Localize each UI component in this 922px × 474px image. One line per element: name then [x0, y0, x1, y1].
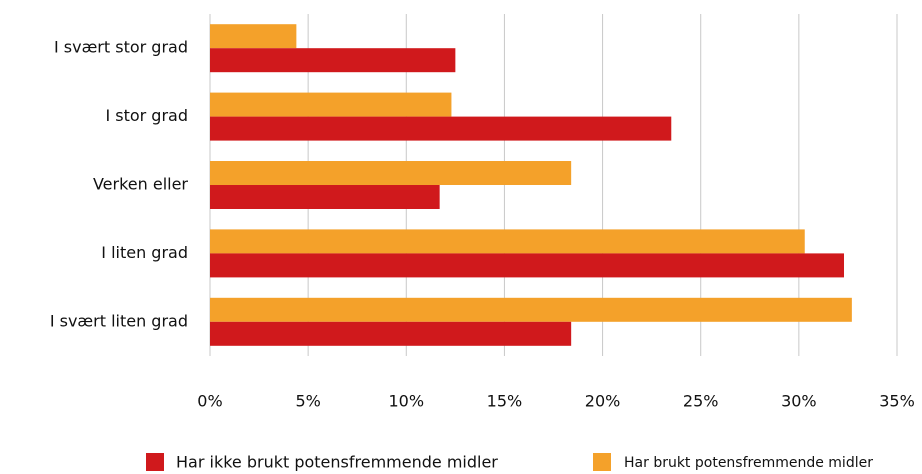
x-tick-label: 25%: [683, 392, 719, 411]
bar: [210, 229, 805, 254]
y-tick-label: I liten grad: [101, 243, 188, 262]
bar: [210, 321, 572, 346]
x-tick-label: 30%: [781, 392, 817, 411]
x-tick-label: 20%: [585, 392, 621, 411]
x-tick-label: 5%: [295, 392, 320, 411]
bar: [210, 253, 845, 278]
legend-label: Har brukt potensfremmende midler: [624, 455, 873, 471]
bar: [210, 48, 456, 73]
y-tick-label: Verken eller: [93, 175, 188, 194]
bar: [210, 92, 452, 117]
bar: [210, 24, 297, 49]
legend-swatch: [146, 453, 164, 471]
bar: [210, 297, 852, 322]
x-tick-label: 15%: [487, 392, 523, 411]
legend-label: Har ikke brukt potensfremmende midler: [176, 453, 498, 472]
bar: [210, 116, 672, 141]
y-tick-label: I stor grad: [105, 106, 188, 125]
x-tick-label: 35%: [879, 392, 915, 411]
y-tick-label: I svært liten grad: [50, 311, 188, 330]
bar: [210, 185, 440, 209]
x-tick-label: 0%: [197, 392, 222, 411]
bar: [210, 161, 572, 185]
legend-swatch: [593, 453, 611, 471]
y-tick-label: I svært stor grad: [54, 38, 188, 57]
x-tick-label: 10%: [389, 392, 425, 411]
